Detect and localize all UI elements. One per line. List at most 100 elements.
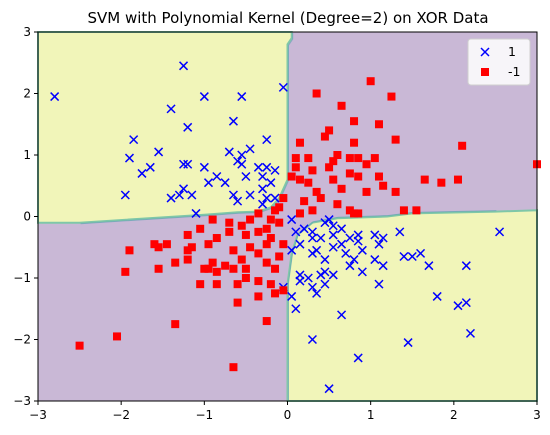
data-point-class-neg1 bbox=[187, 243, 196, 252]
data-point-class-neg1 bbox=[200, 264, 209, 273]
data-point-class-1 bbox=[378, 261, 388, 271]
data-point-class-1 bbox=[278, 82, 288, 92]
data-point-class-1 bbox=[316, 270, 326, 280]
data-point-class-neg1 bbox=[279, 286, 288, 295]
data-point-class-neg1 bbox=[246, 215, 255, 224]
data-point-class-1 bbox=[328, 221, 338, 231]
data-point-class-neg1 bbox=[300, 197, 309, 206]
data-point-class-1 bbox=[374, 279, 384, 289]
data-point-class-1 bbox=[295, 270, 305, 280]
data-point-class-neg1 bbox=[162, 240, 171, 249]
data-point-class-1 bbox=[324, 215, 334, 225]
data-point-class-1 bbox=[233, 156, 243, 166]
data-point-class-1 bbox=[307, 334, 317, 345]
x-tick-label: 0 bbox=[284, 408, 292, 422]
data-point-class-neg1 bbox=[221, 261, 230, 270]
chart-title: SVM with Polynomial Kernel (Degree=2) on… bbox=[87, 9, 488, 27]
data-point-class-neg1 bbox=[154, 264, 163, 273]
data-point-class-1 bbox=[403, 338, 413, 348]
data-point-class-neg1 bbox=[391, 135, 400, 144]
data-point-class-1 bbox=[357, 245, 367, 255]
data-point-class-neg1 bbox=[262, 258, 271, 267]
data-point-class-neg1 bbox=[225, 218, 234, 227]
data-point-class-neg1 bbox=[362, 187, 371, 196]
data-point-class-neg1 bbox=[237, 221, 246, 230]
data-point-class-1 bbox=[262, 193, 272, 203]
data-point-class-neg1 bbox=[437, 178, 446, 187]
data-point-class-1 bbox=[203, 178, 214, 188]
data-point-class-1 bbox=[166, 104, 176, 114]
region-positive-top-left bbox=[37, 31, 293, 224]
data-point-class-1 bbox=[461, 261, 471, 271]
data-point-class-neg1 bbox=[271, 289, 280, 298]
y-tick-label: 1 bbox=[23, 148, 31, 162]
axes-layer: −3−3 −2 −2 −1 −1 0 0 1 1 2 2 3 3 bbox=[13, 25, 541, 422]
data-point-class-neg1 bbox=[354, 154, 363, 163]
data-point-class-1 bbox=[320, 255, 330, 265]
data-point-class-1 bbox=[287, 291, 297, 301]
data-point-class-1 bbox=[291, 304, 301, 314]
data-point-class-neg1 bbox=[254, 277, 263, 286]
data-point-class-1 bbox=[324, 384, 334, 394]
data-point-class-neg1 bbox=[304, 154, 313, 163]
data-point-class-1 bbox=[258, 171, 268, 182]
y-tick-label: 2 bbox=[23, 87, 31, 101]
data-point-class-neg1 bbox=[183, 246, 192, 255]
x-tick-label: −1 bbox=[195, 408, 213, 422]
data-point-class-neg1 bbox=[337, 184, 346, 193]
data-point-class-neg1 bbox=[312, 89, 321, 98]
data-point-class-1 bbox=[407, 251, 417, 262]
data-point-class-1 bbox=[461, 298, 471, 308]
data-point-class-neg1 bbox=[420, 175, 429, 184]
data-point-class-1 bbox=[50, 92, 60, 102]
data-point-class-neg1 bbox=[262, 224, 271, 233]
data-point-class-neg1 bbox=[379, 181, 388, 190]
data-point-class-neg1 bbox=[212, 267, 221, 276]
data-point-class-1 bbox=[228, 190, 238, 200]
data-point-class-neg1 bbox=[316, 194, 325, 203]
data-point-class-neg1 bbox=[308, 206, 317, 215]
data-point-class-neg1 bbox=[333, 200, 342, 209]
data-point-class-neg1 bbox=[196, 224, 205, 233]
data-point-class-1 bbox=[453, 301, 463, 311]
data-point-class-neg1 bbox=[75, 341, 84, 350]
data-point-class-1 bbox=[166, 193, 176, 203]
data-point-class-1 bbox=[353, 236, 363, 246]
data-point-class-1 bbox=[370, 255, 380, 265]
data-point-class-1 bbox=[253, 162, 263, 172]
data-point-class-1 bbox=[191, 208, 201, 218]
data-point-class-neg1 bbox=[229, 264, 238, 273]
data-point-class-1 bbox=[337, 310, 347, 320]
data-point-class-neg1 bbox=[275, 203, 284, 212]
data-point-class-neg1 bbox=[333, 151, 342, 159]
data-point-class-neg1 bbox=[262, 240, 271, 249]
data-point-class-neg1 bbox=[350, 138, 359, 147]
data-point-class-1 bbox=[179, 184, 189, 194]
data-point-class-neg1 bbox=[233, 280, 242, 289]
data-point-class-1 bbox=[465, 328, 475, 338]
data-point-class-neg1 bbox=[241, 264, 250, 273]
data-point-class-1 bbox=[258, 184, 268, 194]
data-point-class-neg1 bbox=[183, 230, 192, 239]
data-point-class-neg1 bbox=[266, 215, 275, 224]
data-point-class-neg1 bbox=[295, 175, 304, 184]
data-point-class-1 bbox=[432, 291, 442, 301]
data-point-class-neg1 bbox=[279, 240, 288, 249]
data-point-class-1 bbox=[416, 248, 426, 258]
data-point-class-1 bbox=[245, 144, 255, 154]
data-point-class-1 bbox=[312, 288, 322, 298]
data-point-class-neg1 bbox=[374, 120, 383, 129]
data-point-class-1 bbox=[395, 227, 405, 237]
data-point-class-neg1 bbox=[345, 169, 354, 178]
data-point-class-neg1 bbox=[266, 234, 275, 243]
data-point-class-neg1 bbox=[291, 154, 300, 163]
data-point-class-1 bbox=[129, 135, 139, 145]
data-point-class-1 bbox=[299, 224, 309, 234]
legend-marker-class-neg1 bbox=[481, 68, 489, 76]
data-point-class-neg1 bbox=[237, 255, 246, 264]
data-point-class-neg1 bbox=[325, 163, 334, 172]
data-point-class-neg1 bbox=[399, 206, 408, 215]
data-point-class-1 bbox=[295, 239, 305, 249]
data-point-class-neg1 bbox=[391, 187, 400, 196]
data-point-class-1 bbox=[262, 162, 272, 172]
